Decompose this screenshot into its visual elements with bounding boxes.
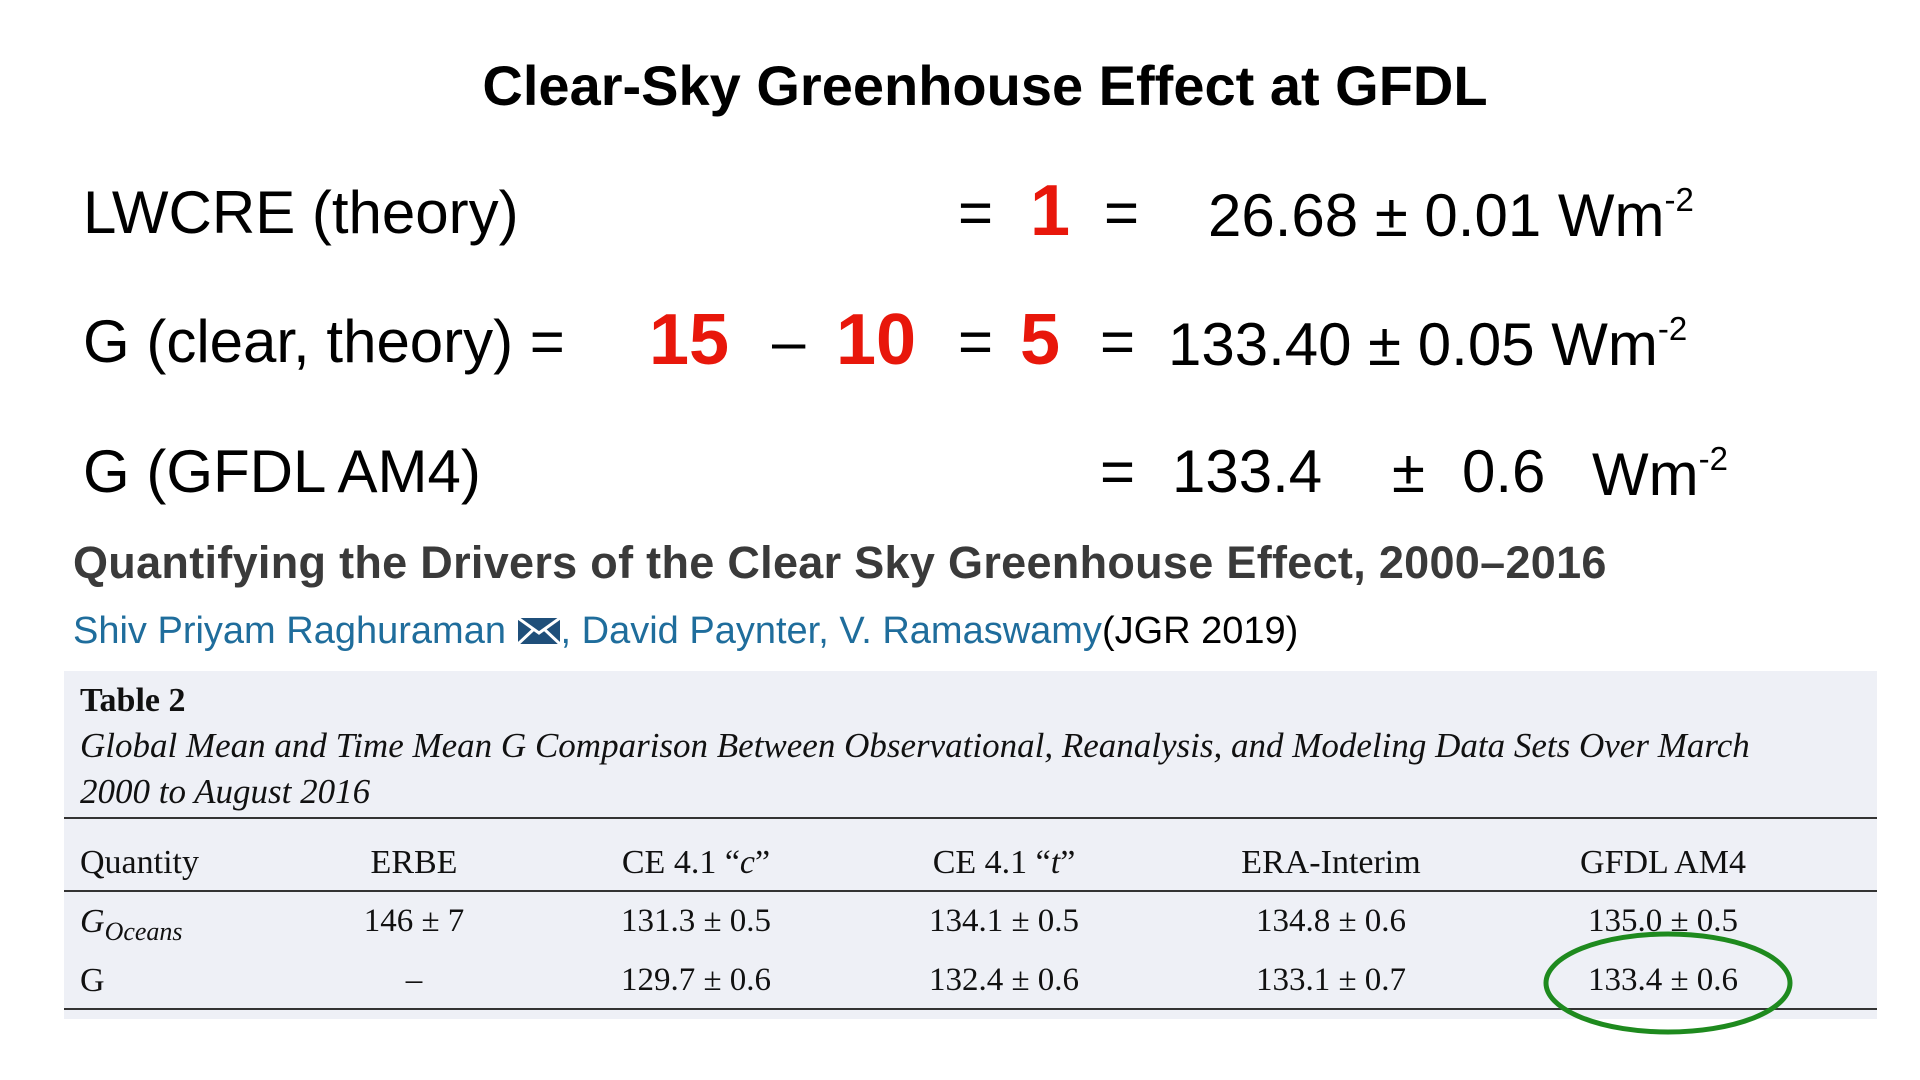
header-text: CE 4.1 “ — [621, 844, 740, 881]
slide-title: Clear-Sky Greenhouse Effect at GFDL — [482, 54, 1488, 117]
table-cell: 129.7 ± 0.6 — [620, 962, 772, 998]
header-text: ” — [1060, 844, 1076, 881]
eq-number: 10 — [836, 300, 917, 380]
table-cell: 146 ± 7 — [363, 903, 465, 939]
eq-sign: = — [1100, 308, 1136, 375]
table-cell: 133.1 ± 0.7 — [1255, 962, 1407, 998]
eq-value: 133.4 — [1172, 438, 1323, 505]
author[interactable]: Shiv Priyam Raghuraman — [73, 610, 506, 652]
table-rule — [64, 817, 1877, 819]
eq-value: 26.68 ± 0.01 Wm-2 — [1208, 183, 1694, 246]
eq-number: 15 — [649, 300, 730, 380]
eq-number: 1 — [1030, 171, 1071, 251]
table-cell: 132.4 ± 0.6 — [928, 962, 1080, 998]
table-caption: Global Mean and Time Mean G Comparison B… — [80, 726, 1750, 765]
paper-title: Quantifying the Drivers of the Clear Sky… — [73, 537, 1607, 588]
column-header: ERBE — [370, 844, 458, 881]
exponent: -2 — [1664, 181, 1694, 218]
value-text: 26.68 ± 0.01 Wm — [1208, 181, 1665, 249]
table-cell: 134.8 ± 0.6 — [1255, 903, 1407, 939]
separator: , — [560, 610, 572, 652]
eq-sign: ± — [1392, 438, 1425, 505]
eq-label: LWCRE (theory) — [83, 179, 519, 246]
table-cell: 133.4 ± 0.6 — [1587, 962, 1739, 998]
header-text: c — [739, 844, 756, 881]
table-rule — [64, 890, 1877, 892]
exponent: -2 — [1698, 440, 1728, 477]
row-symbol: G — [80, 903, 105, 940]
journal: (JGR 2019) — [1101, 610, 1299, 652]
eq-unit: Wm-2 — [1592, 442, 1728, 505]
row-label: G — [80, 962, 105, 999]
eq-sign: = — [1104, 179, 1140, 246]
table-label: Table 2 — [80, 682, 186, 719]
paper-authors: Shiv Priyam Raghuraman , David Paynter, … — [73, 612, 1298, 650]
row-label: GOceans — [80, 905, 183, 945]
row-subscript: Oceans — [104, 916, 183, 946]
table-cell: 135.0 ± 0.5 — [1587, 903, 1739, 939]
header-text: ” — [755, 844, 771, 881]
column-header: GFDL AM4 — [1580, 844, 1746, 881]
column-header: ERA-Interim — [1241, 844, 1421, 881]
separator: , — [818, 610, 829, 652]
eq-value: 0.6 — [1462, 438, 1546, 505]
column-header: CE 4.1 “t” — [933, 846, 1076, 880]
value-text: 133.40 ± 0.05 Wm — [1168, 310, 1658, 378]
eq-sign: = — [1100, 438, 1136, 505]
email-icon[interactable] — [516, 616, 561, 646]
eq-number: 5 — [1020, 300, 1061, 380]
table-caption: 2000 to August 2016 — [80, 772, 371, 811]
eq-value: 133.40 ± 0.05 Wm-2 — [1168, 312, 1687, 375]
author[interactable]: V. Ramaswamy — [839, 610, 1102, 652]
eq-label: G (GFDL AM4) — [83, 438, 481, 505]
eq-sign: = — [958, 308, 994, 375]
table-rule — [64, 1008, 1877, 1010]
header-text: t — [1050, 844, 1061, 881]
unit-text: Wm — [1592, 440, 1699, 508]
table-cell: 134.1 ± 0.5 — [928, 903, 1080, 939]
exponent: -2 — [1657, 310, 1688, 347]
table-cell: – — [405, 962, 423, 998]
column-header: CE 4.1 “c” — [622, 846, 770, 880]
eq-label: G (clear, theory) = — [83, 308, 565, 375]
header-text: CE 4.1 “ — [932, 844, 1051, 881]
author[interactable]: David Paynter — [581, 610, 819, 652]
column-header: Quantity — [80, 844, 199, 881]
eq-sign: – — [772, 308, 806, 375]
eq-sign: = — [958, 179, 994, 246]
table-cell: 131.3 ± 0.5 — [620, 903, 772, 939]
